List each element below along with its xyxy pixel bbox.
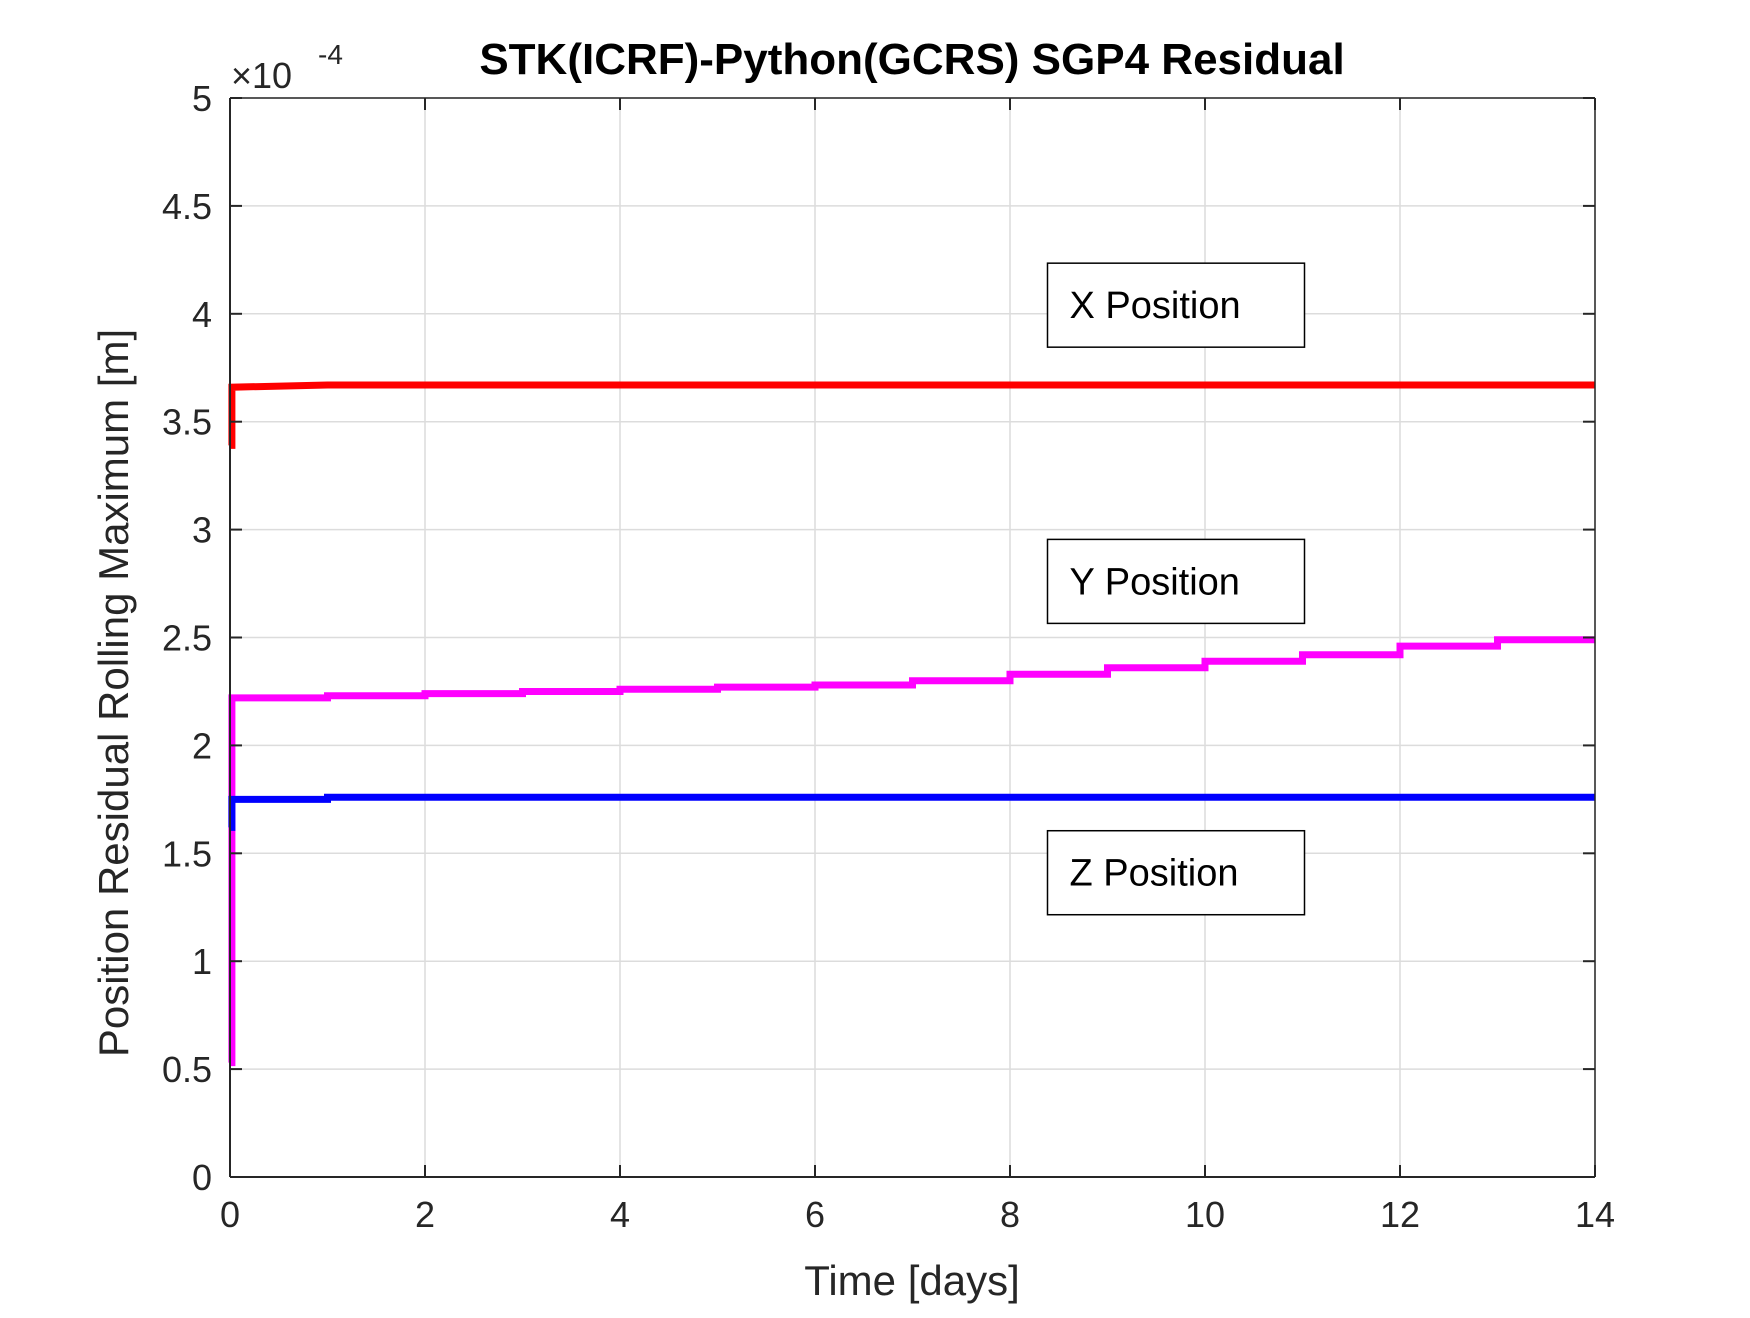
annotation-label: X Position: [1070, 285, 1241, 327]
y-tick-label: 4: [192, 294, 212, 335]
annotation-label: Y Position: [1070, 561, 1240, 603]
y-exponent-power: -4: [318, 39, 343, 70]
y-tick-label: 1.5: [162, 833, 212, 874]
annotations: X Position Y Position Z Position: [1046, 262, 1306, 916]
x-tick-label: 14: [1575, 1194, 1615, 1235]
chart-title: STK(ICRF)-Python(GCRS) SGP4 Residual: [479, 35, 1344, 84]
series-line-x-position: [228, 381, 1595, 449]
y-tick-label: 4.5: [162, 186, 212, 227]
annotation-z-position: Z Position: [1046, 829, 1306, 916]
series-line-z-position: [228, 793, 1595, 831]
y-tick-label: 3: [192, 510, 212, 551]
series-line-y-position: [228, 636, 1595, 1067]
series-lines: [228, 381, 1595, 1067]
y-tick-label: 0: [192, 1157, 212, 1198]
annotation-y-position: Y Position: [1046, 538, 1306, 625]
x-axis-label: Time [days]: [804, 1257, 1020, 1304]
y-tick-label: 2.5: [162, 618, 212, 659]
axes: 0 2 4 6 8 10 12 14 0 0.5 1 1.5 2 2.5 3 3.5 4 4.5 5: [162, 78, 1615, 1235]
annotation-label: Z Position: [1070, 853, 1239, 895]
annotation-box: [1046, 262, 1306, 348]
x-tick-label: 8: [1000, 1194, 1020, 1235]
x-tick-label: 0: [220, 1194, 240, 1235]
y-axis-exponent: ×10 -4: [231, 39, 343, 96]
annotation-box: [1046, 829, 1306, 916]
y-tick-label: 0.5: [162, 1049, 212, 1090]
x-tick-label: 6: [805, 1194, 825, 1235]
y-tick-label: 1: [192, 941, 212, 982]
x-tick-label: 2: [415, 1194, 435, 1235]
x-tick-label: 12: [1380, 1194, 1420, 1235]
x-tick-label: 4: [610, 1194, 630, 1235]
y-tick-label: 3.5: [162, 402, 212, 443]
y-axis-label: Position Residual Rolling Maximum [m]: [90, 329, 137, 1057]
y-tick-label: 5: [192, 78, 212, 119]
y-exponent-base: ×10: [231, 55, 292, 96]
y-tick-label: 2: [192, 725, 212, 766]
x-tick-label: 10: [1185, 1194, 1225, 1235]
annotation-box: [1046, 538, 1306, 625]
annotation-x-position: X Position: [1046, 262, 1306, 348]
